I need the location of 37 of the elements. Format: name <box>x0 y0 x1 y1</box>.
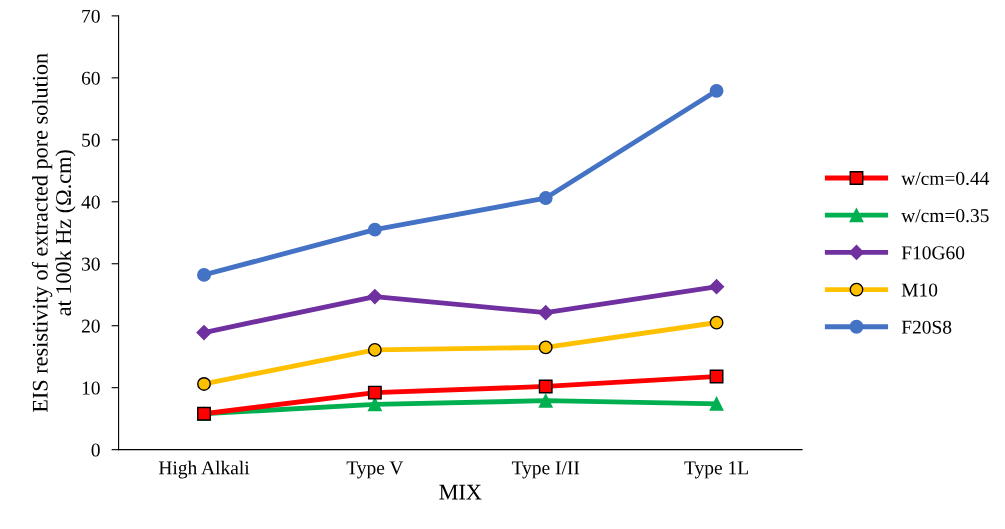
point <box>538 305 554 321</box>
x-axis-title: MIX <box>439 484 482 500</box>
legend-label: F20S8 <box>901 320 952 334</box>
point <box>538 191 553 206</box>
point <box>538 340 553 355</box>
y-tick-label: 50 <box>82 133 100 147</box>
x-tick-label: Type 1L <box>684 461 748 479</box>
point <box>196 324 212 341</box>
point <box>538 379 553 394</box>
x-tick-label: Type I/II <box>511 461 580 479</box>
point <box>367 289 383 305</box>
y-tick-label: 40 <box>81 195 100 209</box>
y-tick-label: 30 <box>82 257 100 271</box>
legend-label: M10 <box>901 283 938 297</box>
y-tick-label: 60 <box>81 71 100 85</box>
point <box>197 267 211 282</box>
y-tick-label: 70 <box>82 9 100 23</box>
point <box>367 222 382 237</box>
point <box>709 369 724 384</box>
y-tick-label: 20 <box>81 319 100 333</box>
point <box>197 377 211 391</box>
legend-label: F10G60 <box>901 246 965 260</box>
legend-label: w/cm=0.35 <box>901 209 989 223</box>
point <box>709 83 724 98</box>
y-axis-title: EIS resistivity of extracted pore solution at 100k Hz (Ω.cm) <box>31 53 76 413</box>
x-tick-label: High Alkali <box>158 460 250 479</box>
point <box>708 279 725 295</box>
point <box>538 393 553 408</box>
x-tick-label: Type V <box>346 461 404 479</box>
y-tick-label: 10 <box>82 381 100 395</box>
point <box>709 396 724 411</box>
legend-label: w/cm=0.44 <box>901 171 990 186</box>
point <box>367 397 382 412</box>
point <box>367 385 382 400</box>
y-tick-label: 0 <box>91 443 100 457</box>
point <box>709 315 724 330</box>
point <box>367 342 382 357</box>
